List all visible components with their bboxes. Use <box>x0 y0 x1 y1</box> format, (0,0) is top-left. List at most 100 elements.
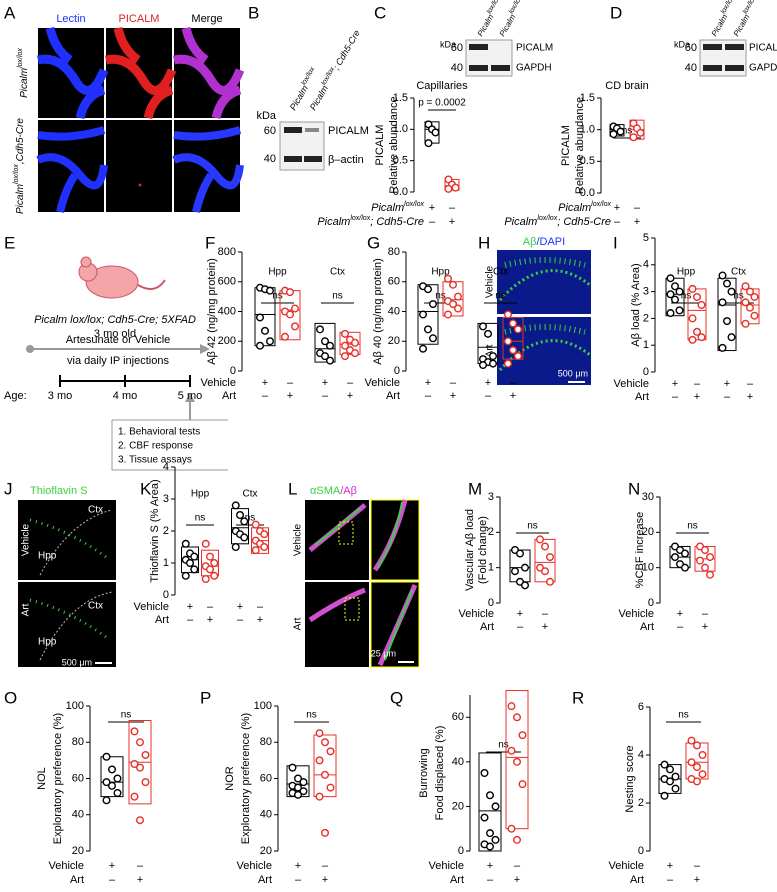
kda-label: kDa <box>440 39 456 49</box>
row-label: Vehicle <box>429 860 464 872</box>
box <box>687 288 707 341</box>
box <box>505 690 529 830</box>
data-point <box>321 770 330 779</box>
data-point <box>671 282 680 291</box>
data-point <box>616 127 625 136</box>
data-point <box>697 333 706 342</box>
data-point <box>251 546 260 555</box>
label-part: Picalm <box>476 12 496 38</box>
y-tick-label: 2 <box>643 312 649 324</box>
y-axis-label: Exploratory preference (%) <box>52 713 64 844</box>
data-point <box>326 747 335 756</box>
y-axis-label: PICALM <box>560 125 572 166</box>
comparison-label: ns <box>435 291 446 302</box>
data-point <box>509 346 518 355</box>
y-tick-label: 0.0 <box>580 187 595 199</box>
data-point <box>419 310 428 319</box>
row-sign: + <box>747 391 753 403</box>
row-sign: + <box>322 874 328 886</box>
data-point <box>741 319 750 328</box>
data-point <box>266 286 275 295</box>
group-header: Ctx <box>243 489 258 500</box>
data-point <box>675 287 684 296</box>
data-point <box>141 778 150 787</box>
region-label: Hpp <box>38 637 57 648</box>
comparison-label: ns <box>306 710 317 721</box>
column-label: Merge <box>191 13 222 25</box>
image <box>305 582 369 667</box>
y-axis-label: NOR <box>224 766 236 791</box>
data-point <box>687 758 696 767</box>
row-sign: + <box>137 874 143 886</box>
data-point <box>706 553 715 562</box>
data-point <box>261 326 270 335</box>
data-point <box>671 295 680 304</box>
stain: Aβ <box>523 236 537 248</box>
scale-label: 500 μm <box>558 368 588 378</box>
row-sign: + <box>514 874 520 886</box>
data-point <box>660 760 669 769</box>
label-part: lox/lox <box>486 0 502 15</box>
data-point <box>688 284 697 293</box>
row-sign: + <box>187 601 193 613</box>
row-sign: – <box>694 860 701 872</box>
y-tick-label: 60 <box>388 276 400 288</box>
row-label: Art <box>258 874 272 886</box>
row-sign: + <box>450 390 456 402</box>
data-point <box>536 535 545 544</box>
scale-label: 25 μm <box>371 648 396 658</box>
data-point <box>113 774 122 783</box>
panel-label: I <box>613 233 618 252</box>
data-point <box>746 287 755 296</box>
data-point <box>687 736 696 745</box>
plaques <box>504 257 586 335</box>
row-label: Vehicle <box>201 377 236 389</box>
panel-label: Q <box>390 688 403 707</box>
data-point <box>431 128 440 137</box>
data-point <box>326 356 335 365</box>
row-label: Art <box>155 614 169 626</box>
band-label: β–actin <box>328 154 364 166</box>
data-point <box>210 559 219 568</box>
label-part: lox/lox <box>537 215 557 222</box>
speck <box>138 183 142 187</box>
label-part: lox/lox <box>350 215 370 222</box>
kda-label: kDa <box>674 39 690 49</box>
data-point <box>291 322 300 331</box>
data-point <box>706 570 715 579</box>
rich-label: Picalmlox/lox <box>558 201 611 214</box>
row-sign: – <box>262 390 269 402</box>
region-outline <box>39 509 113 661</box>
row-sign: – <box>137 860 144 872</box>
box <box>478 752 502 852</box>
mouse-tail <box>137 279 166 290</box>
row-sign: – <box>724 391 731 403</box>
label-part: Picalm <box>317 216 350 228</box>
marker: 40 <box>451 62 463 74</box>
rich-label: Picalmlox/lox,Cdh5-Cre <box>13 118 25 214</box>
row-sign: – <box>287 377 294 389</box>
zoom-box <box>344 597 360 621</box>
row-sign: + <box>109 860 115 872</box>
row-label: Vehicle <box>49 860 84 872</box>
data-point <box>444 184 453 193</box>
y-tick-label: 5 <box>643 232 649 244</box>
data-point <box>321 738 330 747</box>
zoom-box <box>338 521 354 545</box>
chart-title: CD brain <box>605 80 648 92</box>
y-axis-label: Relative abundance <box>574 97 586 194</box>
y-tick-label: 2 <box>163 525 169 537</box>
label-part: ; Cdh5-Cre <box>332 28 363 71</box>
data-point <box>718 343 727 352</box>
row-sign: + <box>322 377 328 389</box>
comparison-label: ns <box>733 291 744 302</box>
data-point <box>693 763 702 772</box>
group-header: Hpp <box>268 267 287 278</box>
data-point <box>541 542 550 551</box>
comparison-label: ns <box>498 740 509 751</box>
data-point <box>514 352 523 361</box>
y-tick-label: 1.0 <box>580 124 595 136</box>
marker: 60 <box>264 125 276 137</box>
stain-label: Aβ/DAPI <box>523 236 565 248</box>
panel-label: J <box>4 479 13 498</box>
